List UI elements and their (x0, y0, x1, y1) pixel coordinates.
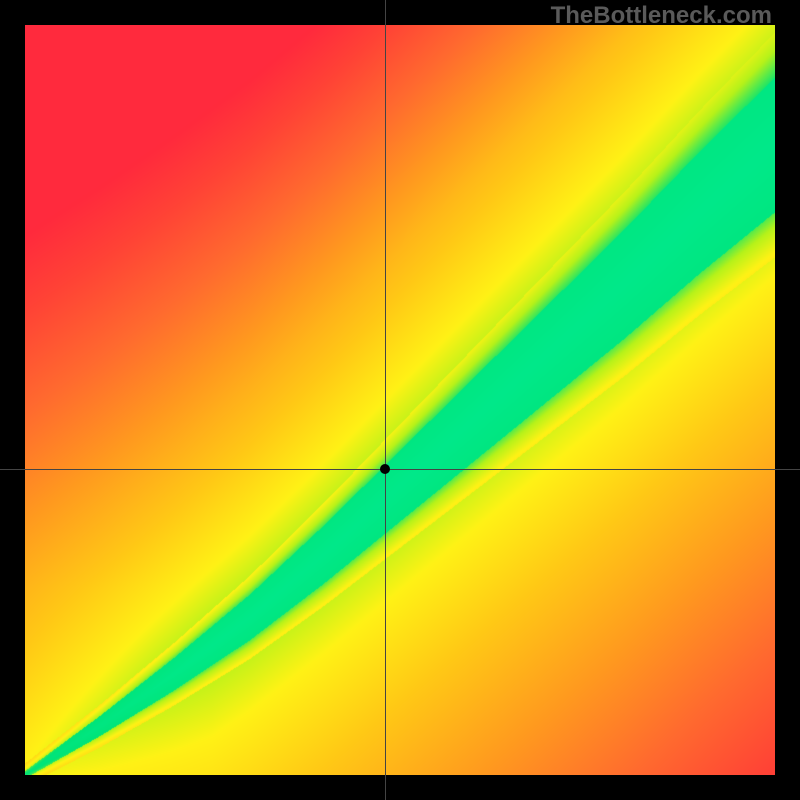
heatmap-plot (25, 25, 775, 775)
crosshair-horizontal (0, 469, 800, 470)
heatmap-canvas (25, 25, 775, 775)
crosshair-marker[interactable] (380, 464, 390, 474)
crosshair-vertical (385, 0, 386, 800)
watermark-text: TheBottleneck.com (551, 2, 772, 30)
